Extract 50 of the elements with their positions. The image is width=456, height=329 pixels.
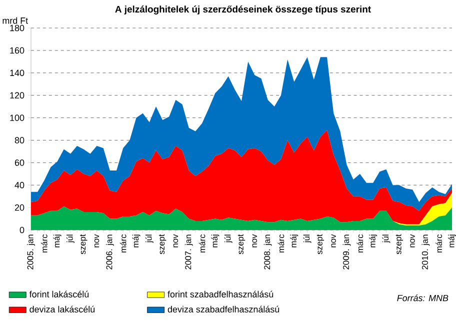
x-tick-label: márc (120, 234, 126, 252)
y-tick-label: 100 (10, 114, 24, 121)
y-tick-label: 80 (14, 137, 24, 144)
x-tick-label: szept (158, 234, 166, 254)
x-tick-label: nov (173, 234, 178, 248)
x-tick-label: márc (436, 234, 442, 252)
x-tick-label: 2010. jan (422, 234, 430, 270)
x-tick-label: márc (278, 234, 284, 252)
x-tick-label: júl (303, 234, 312, 243)
x-tick-label: márc (198, 234, 206, 252)
x-tick-label: júl (224, 234, 232, 243)
x-tick-label: nov (331, 234, 336, 248)
legend-label: deviza lakáscélú (30, 306, 95, 313)
x-tick-label: máj (132, 234, 140, 248)
x-tick-label: júl (66, 234, 74, 243)
x-tick-label: szept (396, 234, 403, 254)
x-tick-label: máj (369, 234, 378, 248)
chart-title: A jelzáloghitelek új szerződéseinek összege típus szerint (115, 6, 371, 14)
x-tick-label: 2009. jan (342, 234, 351, 270)
x-tick-label: júl (145, 234, 154, 243)
x-tick-label: márc (41, 234, 48, 252)
y-tick-label: 140 (10, 70, 24, 76)
legend-label: deviza szabadfelhasználású (168, 306, 280, 313)
x-tick-label: máj (448, 234, 456, 248)
x-tick-label: nov (410, 234, 415, 248)
y-tick-label: 40 (14, 182, 24, 188)
y-tick-label: 180 (10, 24, 24, 32)
text: Forrás: MNB (397, 294, 448, 302)
y-tick-label: 0 (20, 226, 24, 234)
y-tick-label: 120 (10, 92, 24, 99)
legend-label: forint lakáscélú (29, 290, 89, 298)
x-tick-label: nov (94, 234, 100, 248)
x-tick-label: 2005. jan (27, 234, 35, 270)
x-tick-label: máj (290, 234, 298, 248)
x-tick-label: márc (356, 234, 364, 252)
x-tick-label: szept (80, 234, 88, 254)
x-tick-label: szept (316, 234, 324, 254)
x-tick-label: júl (382, 234, 390, 243)
x-tick-label: szept (238, 234, 246, 254)
y-tick-label: 160 (10, 47, 24, 54)
x-tick-label: máj (53, 234, 62, 248)
x-tick-label: nov (252, 234, 257, 248)
x-tick-label: 2007. jan (184, 234, 193, 270)
y-tick-label: 20 (14, 204, 24, 211)
legend-label: forint szabadfelhasználású (168, 290, 274, 298)
x-tick-label: 2008. jan (264, 234, 272, 270)
y-tick-label: 60 (14, 159, 24, 166)
x-tick-label: máj (211, 234, 220, 248)
y-axis-title: mrd Ft (2, 17, 28, 24)
x-tick-label: 2006. jan (106, 234, 114, 270)
